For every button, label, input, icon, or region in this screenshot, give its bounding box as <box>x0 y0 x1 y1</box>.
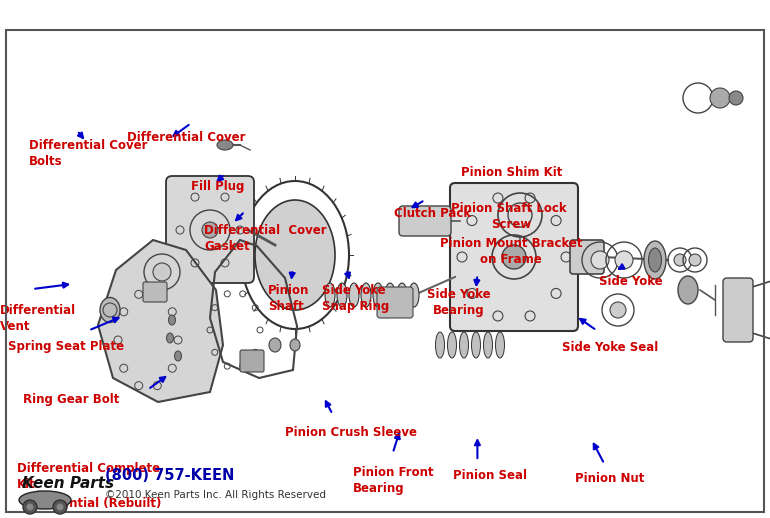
Circle shape <box>508 203 532 227</box>
FancyBboxPatch shape <box>240 350 264 372</box>
Circle shape <box>57 504 63 510</box>
Text: ©2010 Keen Parts Inc. All Rights Reserved: ©2010 Keen Parts Inc. All Rights Reserve… <box>105 490 326 500</box>
FancyBboxPatch shape <box>166 176 254 283</box>
Text: Pinion Nut: Pinion Nut <box>575 472 644 485</box>
Text: Pinion
Shaft: Pinion Shaft <box>268 284 310 313</box>
Text: Pinion Seal: Pinion Seal <box>453 469 527 482</box>
Ellipse shape <box>496 332 504 358</box>
Ellipse shape <box>648 248 661 272</box>
Ellipse shape <box>337 283 347 307</box>
Circle shape <box>502 245 526 269</box>
Text: Ring Gear Bolt: Ring Gear Bolt <box>23 393 119 406</box>
FancyBboxPatch shape <box>377 287 413 318</box>
Text: Differential Cover
Bolts: Differential Cover Bolts <box>29 139 148 168</box>
Ellipse shape <box>269 338 281 352</box>
Text: Side Yoke Seal: Side Yoke Seal <box>562 341 658 354</box>
Text: Side Yoke
Snap Ring: Side Yoke Snap Ring <box>322 284 389 313</box>
Ellipse shape <box>373 283 383 307</box>
Ellipse shape <box>361 283 371 307</box>
Circle shape <box>689 254 701 266</box>
Ellipse shape <box>19 491 71 509</box>
Ellipse shape <box>175 351 182 361</box>
Text: Differential (Rebuilt): Differential (Rebuilt) <box>23 497 162 510</box>
Circle shape <box>674 254 686 266</box>
FancyBboxPatch shape <box>570 240 604 274</box>
Ellipse shape <box>471 332 480 358</box>
Text: Differential  Cover
Gasket: Differential Cover Gasket <box>204 224 326 253</box>
Text: Keen Parts: Keen Parts <box>22 476 114 491</box>
Ellipse shape <box>460 332 468 358</box>
Polygon shape <box>98 240 223 402</box>
Circle shape <box>710 88 730 108</box>
Text: Pinion Mount Bracket
on Frame: Pinion Mount Bracket on Frame <box>440 237 583 266</box>
Text: Pinion Crush Sleeve: Pinion Crush Sleeve <box>285 426 417 439</box>
Text: Pinion Shim Kit: Pinion Shim Kit <box>460 166 562 179</box>
Text: Side Yoke
Bearing: Side Yoke Bearing <box>427 288 490 317</box>
Ellipse shape <box>409 283 419 307</box>
Circle shape <box>153 263 171 281</box>
Circle shape <box>729 91 743 105</box>
Circle shape <box>27 504 33 510</box>
Text: Differential Complete 
Kit: Differential Complete Kit <box>17 462 164 491</box>
Ellipse shape <box>255 200 335 310</box>
Text: Spring Seat Plate: Spring Seat Plate <box>8 340 124 353</box>
Text: Pinion Front
Bearing: Pinion Front Bearing <box>353 466 434 495</box>
Text: Pinion Shaft Lock 
Screw: Pinion Shaft Lock Screw <box>451 202 571 231</box>
Ellipse shape <box>447 332 457 358</box>
Ellipse shape <box>397 283 407 307</box>
Circle shape <box>615 251 633 269</box>
Text: Differential Cover: Differential Cover <box>127 131 246 143</box>
Circle shape <box>53 500 67 514</box>
Ellipse shape <box>385 283 395 307</box>
FancyBboxPatch shape <box>143 282 167 302</box>
Text: Differential
Vent: Differential Vent <box>0 304 76 333</box>
Text: Clutch Pack: Clutch Pack <box>394 207 471 220</box>
Ellipse shape <box>290 339 300 351</box>
Ellipse shape <box>678 276 698 304</box>
FancyBboxPatch shape <box>723 278 753 342</box>
FancyBboxPatch shape <box>399 206 451 236</box>
Ellipse shape <box>325 283 335 307</box>
Text: Side Yoke: Side Yoke <box>599 275 663 287</box>
Circle shape <box>591 251 609 269</box>
Ellipse shape <box>349 283 359 307</box>
Ellipse shape <box>100 297 120 323</box>
Ellipse shape <box>169 315 176 325</box>
Circle shape <box>23 500 37 514</box>
Ellipse shape <box>217 140 233 150</box>
Ellipse shape <box>166 333 173 343</box>
FancyBboxPatch shape <box>450 183 578 331</box>
Ellipse shape <box>436 332 444 358</box>
Ellipse shape <box>484 332 493 358</box>
Ellipse shape <box>644 241 666 279</box>
Circle shape <box>610 302 626 318</box>
Circle shape <box>202 222 218 238</box>
Text: (800) 757-KEEN: (800) 757-KEEN <box>105 468 234 483</box>
Text: Fill Plug: Fill Plug <box>191 180 244 193</box>
